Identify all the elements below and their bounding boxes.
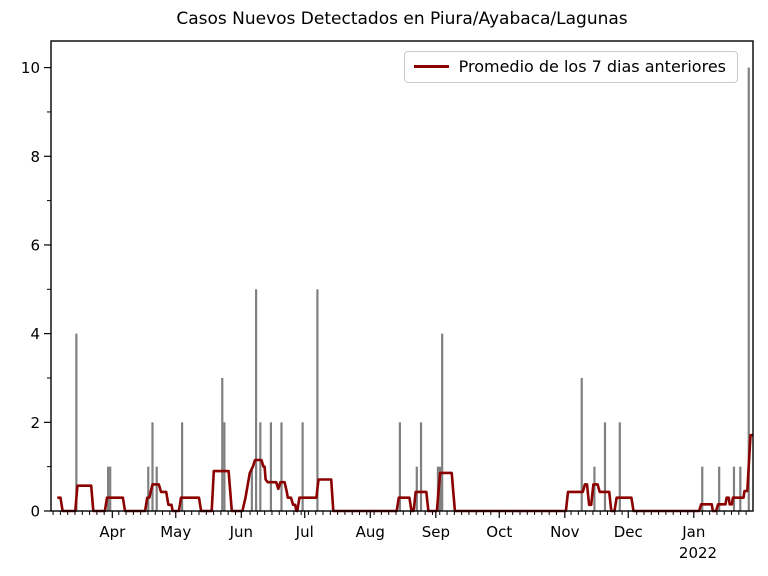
daily-cases-bar (280, 422, 283, 511)
x-tick-label: Jun (229, 523, 253, 541)
daily-cases-bar (301, 422, 304, 511)
daily-cases-bar (250, 466, 253, 511)
y-tick-label: 4 (30, 325, 40, 343)
daily-cases-bar (255, 289, 258, 511)
x-tick-label: Apr (99, 523, 126, 541)
daily-cases-bar (269, 422, 272, 511)
legend-label: Promedio de los 7 dias anteriores (458, 57, 726, 76)
daily-cases-bar (181, 422, 184, 511)
daily-cases-bar (580, 377, 583, 511)
legend: Promedio de los 7 dias anteriores (403, 51, 738, 83)
daily-cases-bar (603, 422, 607, 511)
daily-cases-bar (419, 422, 423, 511)
y-tick-label: 8 (30, 148, 40, 166)
chart-title: Casos Nuevos Detectados en Piura/Ayabaca… (176, 9, 628, 29)
plot-border (50, 40, 754, 512)
daily-cases-bar (441, 333, 444, 511)
daily-cases-bar (221, 377, 224, 511)
average-line (57, 433, 753, 513)
daily-cases-bar (147, 466, 150, 511)
daily-cases-bar (155, 466, 158, 511)
daily-cases-bar (398, 422, 401, 511)
x-tick-label: May (160, 523, 191, 541)
daily-cases-bar (316, 289, 319, 511)
y-tick-label: 0 (30, 503, 40, 521)
daily-cases-bar (732, 466, 736, 511)
y-tick-label: 6 (30, 236, 40, 254)
x-tick-label: Nov (550, 523, 579, 541)
daily-cases-bar (109, 466, 112, 511)
daily-cases-bar (701, 466, 704, 511)
x-tick-label: Jul (295, 523, 314, 541)
daily-cases-bar (223, 422, 226, 511)
daily-cases-bar (718, 466, 721, 511)
x-tick-label: Jan (681, 523, 705, 541)
x-year-label: 2022 (679, 544, 717, 562)
daily-cases-bar (106, 466, 110, 511)
daily-cases-bar (593, 466, 596, 511)
y-tick-label: 10 (21, 59, 40, 77)
legend-line-swatch (413, 65, 449, 68)
y-tick-label: 2 (30, 414, 40, 432)
x-tick-label: Aug (356, 523, 385, 541)
daily-cases-bar (747, 67, 750, 511)
daily-cases-bar (151, 422, 154, 511)
daily-cases-bar (75, 333, 78, 511)
daily-cases-bar (415, 466, 418, 511)
daily-cases-bar (739, 466, 742, 511)
daily-cases-bar (259, 422, 262, 511)
x-tick-label: Oct (486, 523, 512, 541)
daily-cases-bar (618, 422, 621, 511)
x-tick-label: Dec (614, 523, 643, 541)
x-tick-label: Sep (422, 523, 450, 541)
